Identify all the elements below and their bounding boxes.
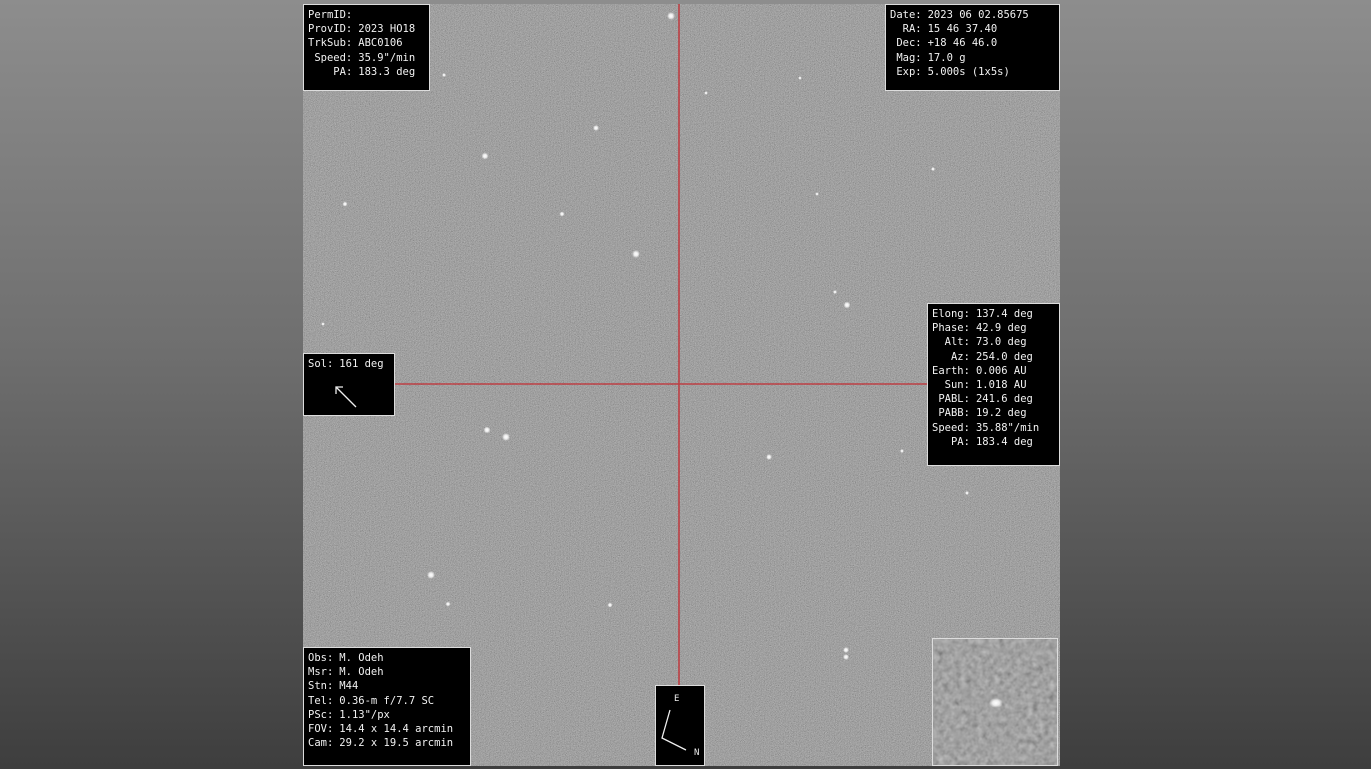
- field-label: Speed:: [308, 51, 352, 65]
- field-label: Elong:: [932, 307, 970, 321]
- field-label: Sol:: [308, 357, 333, 371]
- field-label: Alt:: [932, 335, 970, 349]
- field-label: Cam:: [308, 736, 333, 750]
- field-label: Sun:: [932, 378, 970, 392]
- field-value: 15 46 37.40: [928, 22, 1029, 36]
- east-label: E: [674, 694, 679, 704]
- field-label: ProvID:: [308, 22, 352, 36]
- sun-direction-box: Sol: 161 deg: [303, 353, 395, 416]
- field-label: PA:: [932, 435, 970, 449]
- field-label: Earth:: [932, 364, 970, 378]
- field-value: 1.13"/px: [339, 708, 453, 722]
- field-label: Date:: [890, 8, 922, 22]
- observer-info-box: Obs: M. Odeh Msr: M. Odeh Stn: M44 Tel: 0.36-m …: [303, 647, 471, 766]
- field-value: ABC0106: [358, 36, 415, 50]
- field-value: 35.9"/min: [358, 51, 415, 65]
- field-value: 73.0 deg: [976, 335, 1039, 349]
- field-value: 0.36-m f/7.7 SC: [339, 694, 453, 708]
- field-label: PSc:: [308, 708, 333, 722]
- field-value: 2023 06 02.85675: [928, 8, 1029, 22]
- field-label: Mag:: [890, 51, 922, 65]
- field-value: 0.006 AU: [976, 364, 1039, 378]
- observation-info-box: Date: 2023 06 02.85675 RA: 15 46 37.40 Dec: +…: [885, 4, 1060, 91]
- field-label: Stn:: [308, 679, 333, 693]
- astro-image: PermID:ProvID: 2023 HO18 TrkSub: ABC0106 Spe…: [303, 4, 1060, 766]
- field-label: Dec:: [890, 36, 922, 50]
- field-value: 29.2 x 19.5 arcmin: [339, 736, 453, 750]
- field-value: M. Odeh: [339, 665, 453, 679]
- field-value: +18 46 46.0: [928, 36, 1029, 50]
- field-label: PA:: [308, 65, 352, 79]
- field-label: Az:: [932, 350, 970, 364]
- field-label: PABL:: [932, 392, 970, 406]
- field-value: 241.6 deg: [976, 392, 1039, 406]
- field-value: 35.88"/min: [976, 421, 1039, 435]
- field-value: 14.4 x 14.4 arcmin: [339, 722, 453, 736]
- field-value: 254.0 deg: [976, 350, 1039, 364]
- field-label: Tel:: [308, 694, 333, 708]
- field-label: Phase:: [932, 321, 970, 335]
- field-value: 161 deg: [339, 357, 383, 371]
- field-value: 42.9 deg: [976, 321, 1039, 335]
- field-value: 19.2 deg: [976, 406, 1039, 420]
- field-value: M44: [339, 679, 453, 693]
- compass: E N: [655, 685, 705, 766]
- field-label: Exp:: [890, 65, 922, 79]
- zoom-image: [933, 639, 1058, 766]
- field-value: 137.4 deg: [976, 307, 1039, 321]
- sun-arrow: [332, 382, 362, 412]
- field-value: M. Odeh: [339, 651, 453, 665]
- asteroid: [989, 698, 1003, 708]
- field-value: 5.000s (1x5s): [928, 65, 1029, 79]
- page: PermID:ProvID: 2023 HO18 TrkSub: ABC0106 Spe…: [0, 0, 1371, 769]
- field-label: Obs:: [308, 651, 333, 665]
- target-info-box: PermID:ProvID: 2023 HO18 TrkSub: ABC0106 Spe…: [303, 4, 430, 91]
- field-label: Speed:: [932, 421, 970, 435]
- field-label: RA:: [890, 22, 922, 36]
- field-label: FOV:: [308, 722, 333, 736]
- field-value: 183.3 deg: [358, 65, 415, 79]
- field-label: TrkSub:: [308, 36, 352, 50]
- field-value: 183.4 deg: [976, 435, 1039, 449]
- field-label: Msr:: [308, 665, 333, 679]
- geometry-info-box: Elong: 137.4 deg Phase: 42.9 deg Alt: 73.0 de…: [927, 303, 1060, 466]
- field-value: 2023 HO18: [358, 22, 415, 36]
- zoom-inset: [932, 638, 1058, 766]
- north-label: N: [694, 748, 699, 758]
- field-value: [358, 8, 415, 22]
- field-label: PABB:: [932, 406, 970, 420]
- field-value: 17.0 g: [928, 51, 1029, 65]
- field-value: 1.018 AU: [976, 378, 1039, 392]
- field-label: PermID:: [308, 8, 352, 22]
